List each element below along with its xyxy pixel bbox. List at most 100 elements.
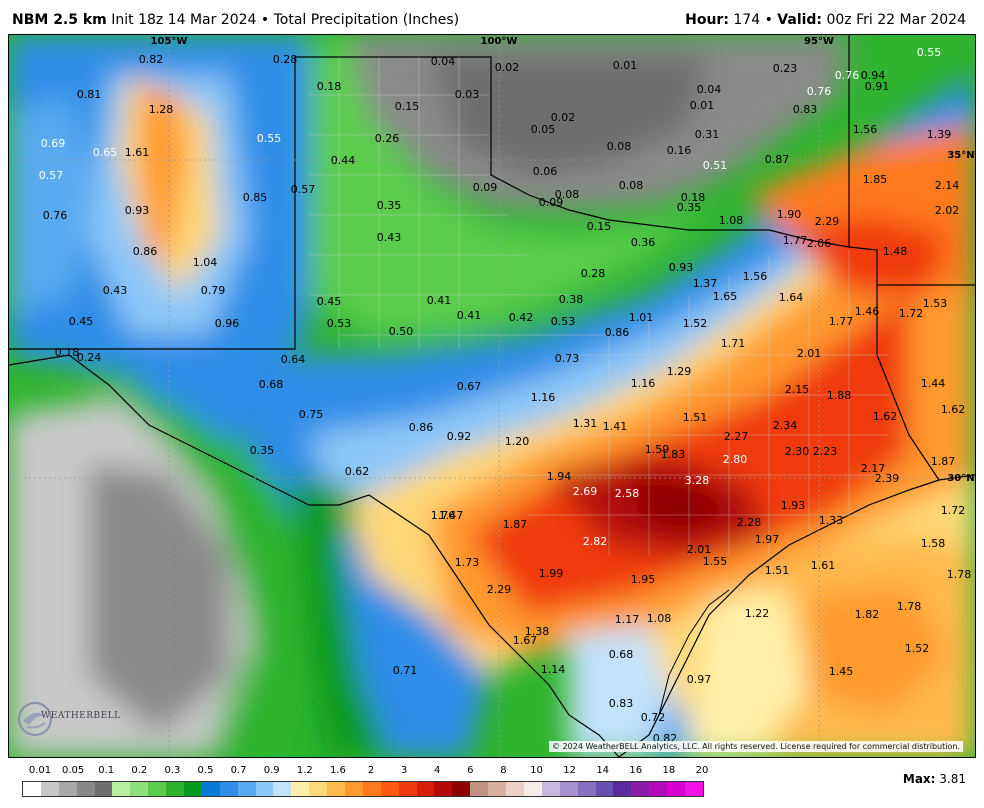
valid-separator: • — [764, 12, 773, 28]
station-value-label: 0.79 — [201, 284, 226, 297]
station-value-label: 1.61 — [125, 146, 150, 159]
latitude-label: 35°N — [947, 150, 974, 161]
legend-color-swatch — [237, 782, 256, 796]
station-value-label: 2.29 — [815, 215, 840, 228]
station-value-label: 1.08 — [647, 612, 672, 625]
station-value-label: 1.41 — [603, 420, 628, 433]
station-value-label: 0.53 — [551, 315, 576, 328]
station-value-label: 2.17 — [861, 462, 886, 475]
station-value-label: 1.37 — [693, 277, 718, 290]
legend-tick-label: 0.1 — [98, 765, 115, 776]
station-value-label: 0.68 — [259, 378, 284, 391]
legend-color-swatch — [309, 782, 328, 796]
longitude-label: 95°W — [804, 36, 834, 47]
station-value-label: 0.08 — [555, 188, 580, 201]
station-values: 0.28 0.04 0.02 0.01 0.230.76 0.940.550.820.81… — [39, 46, 972, 745]
station-value-label: 0.35 — [250, 444, 275, 457]
station-value-label: 1.46 — [855, 305, 880, 318]
station-value-label: 0.23 — [773, 62, 798, 75]
legend-color-swatch — [434, 782, 453, 796]
legend-tick-label: 8 — [500, 765, 507, 776]
station-value-label: 1.55 — [703, 555, 728, 568]
legend-tick-label: 0.05 — [61, 765, 85, 776]
station-value-label: 0.73 — [555, 352, 580, 365]
station-value-label: 2.01 — [687, 543, 712, 556]
station-value-label: 2.28 — [737, 516, 762, 529]
legend-tick-label: 4 — [434, 765, 441, 776]
station-value-label: 1.88 — [827, 389, 852, 402]
legend-color-swatch — [166, 782, 185, 796]
station-value-label: 1.76 — [431, 509, 456, 522]
station-value-label: 0.28 — [581, 267, 606, 280]
legend-tick-label: 12 — [563, 765, 576, 776]
station-value-label: 1.33 — [819, 514, 844, 527]
station-value-label: 0.62 — [345, 465, 370, 478]
station-value-label: 0.69 — [41, 137, 66, 150]
station-value-label: 0.18 — [317, 80, 342, 93]
legend-color-swatch — [130, 782, 149, 796]
hour-value: 174 — [733, 12, 761, 28]
station-value-label: 1.62 — [941, 403, 966, 416]
station-value-label: 1.90 — [777, 208, 802, 221]
station-value-label: 0.09 — [539, 196, 564, 209]
legend-color-swatch — [58, 782, 77, 796]
station-value-label: 1.47 — [439, 509, 464, 522]
station-value-label: 1.61 — [811, 559, 836, 572]
station-value-label: 0.04 — [697, 83, 722, 96]
station-value-label: 1.45 — [829, 665, 854, 678]
legend-color-swatch — [559, 782, 578, 796]
legend-tick-label: 0.3 — [164, 765, 181, 776]
precipitation-map[interactable]: 105°W 100°W 95°W 35°N 30°N 0.28 0.04 0.02 0.01 0… — [8, 34, 976, 758]
station-value-label: 0.01 — [690, 99, 715, 112]
product-name: Total Precipitation (Inches) — [273, 12, 460, 28]
precip-legend: 0.01 0.05 0.1 0.2 0.3 0.5 0.7 0.9 1.2 1.6 2 3 4 6 8 10 1… — [22, 765, 722, 797]
station-value-label: 0.26 — [375, 132, 400, 145]
station-value-label: 0.24 — [77, 351, 102, 364]
station-value-label: 0.36 — [631, 236, 656, 249]
legend-color-swatch — [76, 782, 95, 796]
title-separator: • — [260, 12, 270, 28]
station-value-label: 0.18 — [55, 346, 80, 359]
station-value-label: 2.02 — [935, 204, 960, 217]
station-value-label: 2.06 — [807, 237, 832, 250]
legend-color-swatch — [452, 782, 471, 796]
legend-color-swatch — [380, 782, 399, 796]
station-value-label: 0.83 — [793, 103, 818, 116]
legend-tick-label: 20 — [695, 765, 709, 776]
station-value-label: 0.02 — [495, 61, 520, 74]
station-value-label: 0.31 — [695, 128, 720, 141]
legend-color-swatch — [219, 782, 238, 796]
station-value-label: 1.78 — [897, 600, 922, 613]
station-value-label: 1.77 — [829, 315, 854, 328]
station-value-label: 1.17 — [615, 613, 640, 626]
station-value-label: 2.82 — [583, 535, 608, 548]
station-value-label: 0.92 — [447, 430, 472, 443]
station-value-label: 1.85 — [863, 173, 888, 186]
station-value-label: 0.93 — [669, 261, 694, 274]
station-value-label: 0.67 — [457, 380, 482, 393]
station-value-label: 0.09 — [473, 181, 498, 194]
station-value-label: 0.96 — [215, 317, 240, 330]
county-lines — [309, 57, 889, 555]
hour-label: Hour: — [685, 12, 729, 28]
legend-tick-label: 0.7 — [230, 765, 247, 776]
station-value-label: 1.08 — [719, 214, 744, 227]
station-value-label: 1.59 — [645, 443, 670, 456]
station-value-label: 0.41 — [427, 294, 452, 307]
station-value-label: 1.72 — [899, 307, 924, 320]
init-time: Init 18z 14 Mar 2024 — [111, 12, 257, 28]
legend-tick-label: 2 — [367, 765, 375, 776]
legend-color-swatch — [398, 782, 417, 796]
station-value-label: 1.44 — [921, 377, 946, 390]
station-value-label: 2.30 — [785, 445, 810, 458]
station-value-label: 0.35 — [377, 199, 402, 212]
station-value-label: 0.38 — [559, 293, 584, 306]
station-value-label: 0.86 — [605, 326, 630, 339]
station-value-label: 0.43 — [377, 231, 402, 244]
state-borders — [9, 35, 975, 757]
station-value-label: 2.58 — [615, 487, 640, 500]
station-value-label: 2.23 — [813, 445, 838, 458]
station-value-label: 1.39 — [927, 128, 952, 141]
station-value-label: 1.93 — [781, 499, 806, 512]
station-value-label: 2.80 — [723, 453, 748, 466]
